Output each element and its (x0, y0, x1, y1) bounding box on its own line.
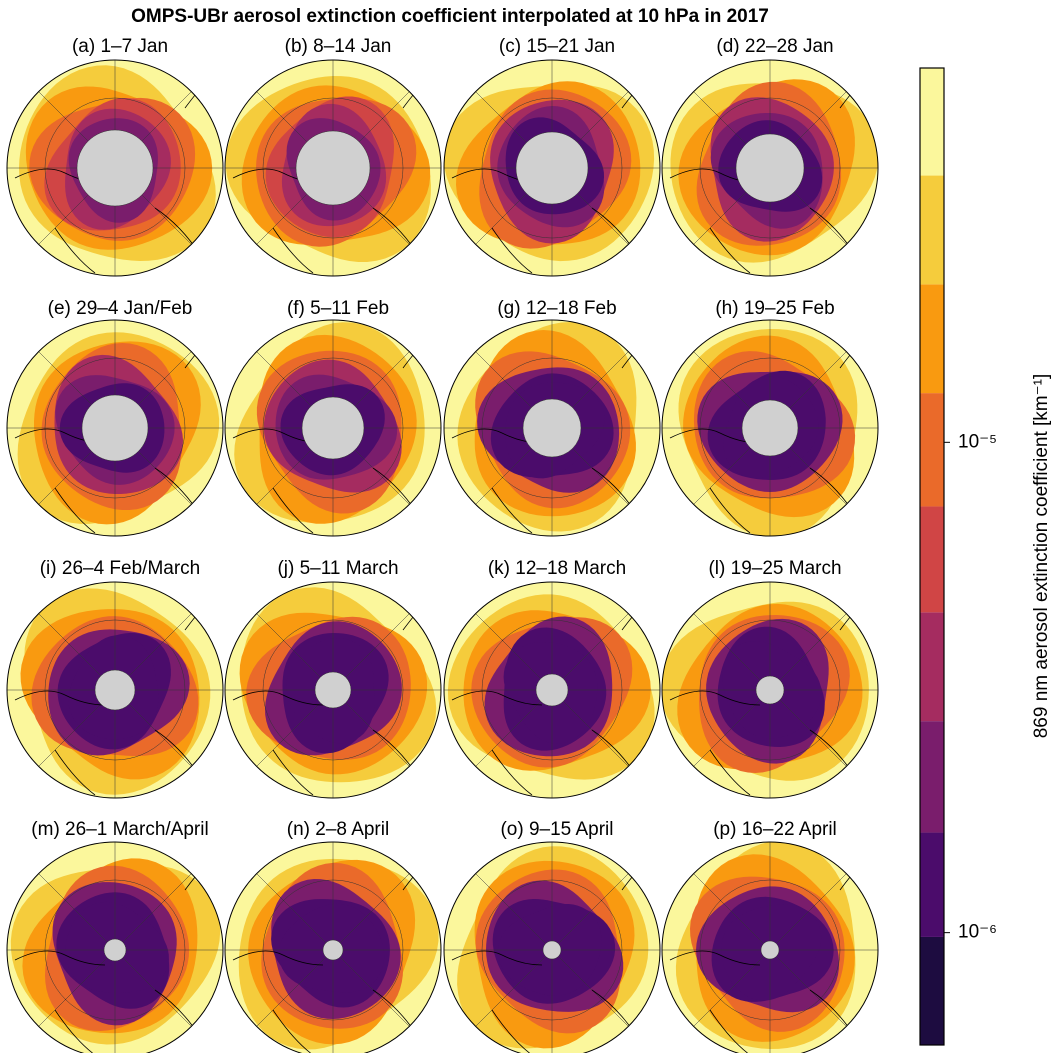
map-frame (224, 841, 442, 1058)
pole-mask (295, 130, 371, 206)
panel-title: (a) 1–7 Jan (72, 36, 168, 57)
pole-mask (94, 669, 136, 711)
map-frame (6, 581, 224, 799)
map-panel (444, 320, 660, 536)
map-frame (224, 581, 442, 799)
map-frame (661, 581, 879, 799)
pole-mask (760, 940, 780, 960)
panel-title: (k) 12–18 March (488, 558, 626, 579)
pole-mask (535, 673, 569, 707)
pole-mask (301, 396, 365, 460)
map-frame (443, 841, 661, 1058)
panel-title: (f) 5–11 Feb (287, 298, 389, 319)
panel-title: (b) 8–14 Jan (285, 36, 392, 57)
pole-mask (542, 940, 562, 960)
map-frame (443, 581, 661, 799)
colorbar-band (920, 393, 944, 507)
coastline (14, 859, 211, 1056)
colorbar-band (920, 175, 944, 285)
map-frame (6, 841, 224, 1058)
pole-mask (735, 133, 805, 203)
map-panel (7, 320, 223, 536)
coastline (669, 599, 866, 796)
map-frame (224, 319, 442, 537)
map-panel (7, 60, 223, 276)
map-panel (225, 582, 441, 798)
map-frame (6, 319, 224, 537)
map-frame (661, 59, 879, 277)
coastline (451, 599, 648, 796)
panel-title: (c) 15–21 Jan (499, 36, 615, 57)
panel-title: (m) 26–1 March/April (31, 819, 208, 840)
colorbar-band (920, 721, 944, 833)
pole-mask (81, 394, 149, 462)
pole-mask (755, 675, 785, 705)
panel-title: (l) 19–25 March (708, 558, 841, 579)
panel-title: (o) 9–15 April (500, 819, 613, 840)
map-frame (661, 319, 879, 537)
pole-mask (103, 938, 127, 962)
colorbar-band (920, 284, 944, 394)
map-panel (444, 582, 660, 798)
map-frame (661, 841, 879, 1058)
colorbar-frame (919, 67, 945, 1046)
map-panel (662, 320, 878, 536)
map-panel (225, 320, 441, 536)
panel-title: (n) 2–8 April (287, 819, 389, 840)
map-panel (662, 60, 878, 276)
coastline (232, 859, 429, 1056)
pole-mask (522, 398, 582, 458)
colorbar-tick-label: 10⁻⁶ (958, 922, 997, 943)
panel-title: (i) 26–4 Feb/March (40, 558, 201, 579)
coastline (669, 859, 866, 1056)
colorbar-label: 869 nm aerosol extinction coefficient [k… (1031, 374, 1052, 739)
coastline (14, 77, 211, 274)
pole-mask (322, 939, 344, 961)
colorbar-band (920, 612, 944, 722)
coastline (669, 77, 866, 274)
map-frame (6, 59, 224, 277)
figure-title: OMPS-UBr aerosol extinction coefficient … (131, 6, 769, 27)
map-frame (224, 59, 442, 277)
map-panel (662, 582, 878, 798)
colorbar-tick-label: 10⁻⁵ (958, 431, 997, 452)
panel-title: (p) 16–22 April (713, 819, 837, 840)
pole-mask (76, 129, 154, 207)
panel-title: (h) 19–25 Feb (715, 298, 834, 319)
coastline (669, 337, 866, 534)
coastline (451, 337, 648, 534)
panel-title: (j) 5–11 March (277, 558, 398, 579)
coastline (232, 77, 429, 274)
colorbar-band (920, 936, 944, 1045)
map-frame (443, 319, 661, 537)
coastline (451, 77, 648, 274)
panel-title: (g) 12–18 Feb (497, 298, 616, 319)
map-panel (225, 842, 441, 1058)
colorbar-band (920, 506, 944, 613)
coastline (14, 337, 211, 534)
map-panel (444, 842, 660, 1058)
map-frame (443, 59, 661, 277)
coastline (232, 599, 429, 796)
coastline (451, 859, 648, 1056)
map-panel (225, 60, 441, 276)
panel-title: (d) 22–28 Jan (716, 36, 833, 57)
pole-mask (515, 131, 589, 205)
colorbar-band (920, 68, 944, 176)
panel-title: (e) 29–4 Jan/Feb (48, 298, 193, 319)
pole-mask (741, 399, 799, 457)
colorbar-band (920, 832, 944, 937)
map-panel (444, 60, 660, 276)
coastline (232, 337, 429, 534)
coastline (14, 599, 211, 796)
map-panel (7, 582, 223, 798)
map-panel (7, 842, 223, 1058)
map-panel (662, 842, 878, 1058)
pole-mask (314, 671, 352, 709)
